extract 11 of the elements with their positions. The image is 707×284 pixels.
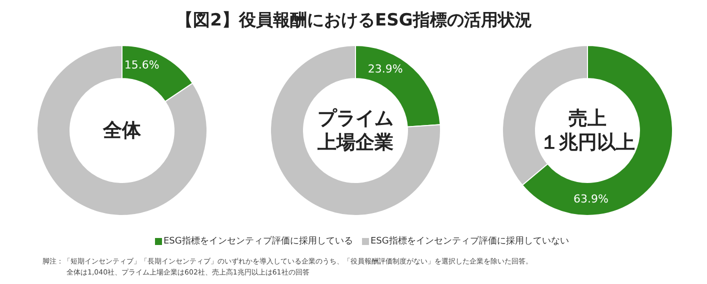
text: 【図2】役員報酬におけるESG指標の活用状況 [176,10,532,30]
data-label: 23.9% [368,62,403,76]
text: 上場企業 [316,132,394,154]
data-label: 63.9% [573,192,608,206]
text: 売上 [568,108,606,130]
text: １兆円以上 [540,132,635,154]
text: 全体 [102,120,142,142]
legend-label: ESG指標をインセンティブ評価に採用している [164,236,353,246]
legend-label: ESG指標をインセンティブ評価に採用していない [370,236,569,246]
data-label: 15.6% [124,58,160,72]
text: プライム [318,108,394,130]
